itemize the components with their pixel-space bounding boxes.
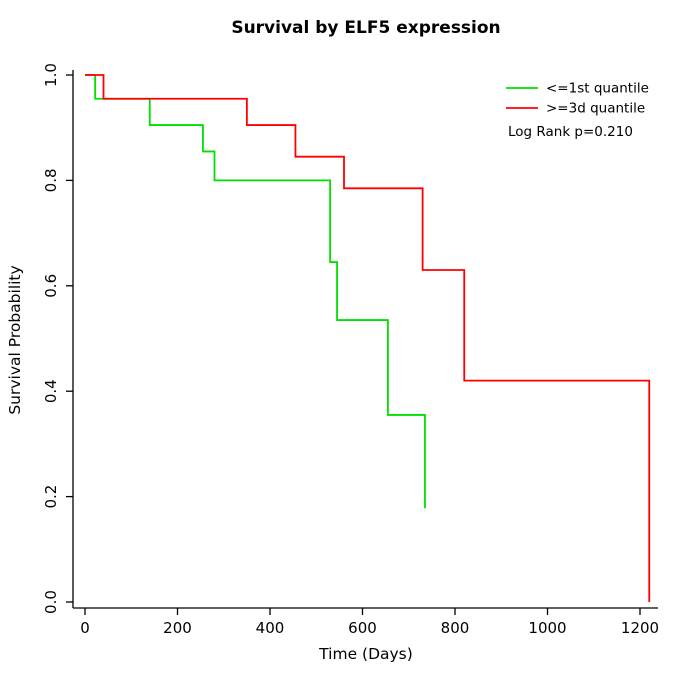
y-tick-label: 0.0 — [42, 590, 60, 614]
y-tick-label: 0.8 — [42, 168, 60, 192]
y-tick-label: 0.6 — [42, 274, 60, 298]
x-tick-label: 600 — [348, 619, 377, 637]
x-tick-label: 800 — [441, 619, 470, 637]
log-rank-annotation: Log Rank p=0.210 — [508, 124, 633, 140]
chart-title: Survival by ELF5 expression — [231, 18, 500, 38]
x-axis-label: Time (Days) — [318, 645, 413, 663]
x-tick-label: 1000 — [528, 619, 566, 637]
y-tick-label: 0.4 — [42, 379, 60, 403]
survival-curve-low-expression — [85, 74, 426, 509]
survival-curve-high-expression — [85, 74, 651, 602]
x-tick-label: 1200 — [621, 619, 659, 637]
x-tick-label: 400 — [256, 619, 285, 637]
legend: <=1st quantile >=3d quantile Log Rank p=… — [506, 81, 649, 140]
x-tick-label: 0 — [80, 619, 90, 637]
y-tick-label: 1.0 — [42, 63, 60, 87]
y-tick-label: 0.2 — [42, 485, 60, 509]
x-tick-label: 200 — [163, 619, 192, 637]
y-axis-label: Survival Probability — [6, 265, 24, 414]
legend-label-low-expression: <=1st quantile — [546, 81, 649, 97]
legend-label-high-expression: >=3d quantile — [546, 101, 645, 117]
